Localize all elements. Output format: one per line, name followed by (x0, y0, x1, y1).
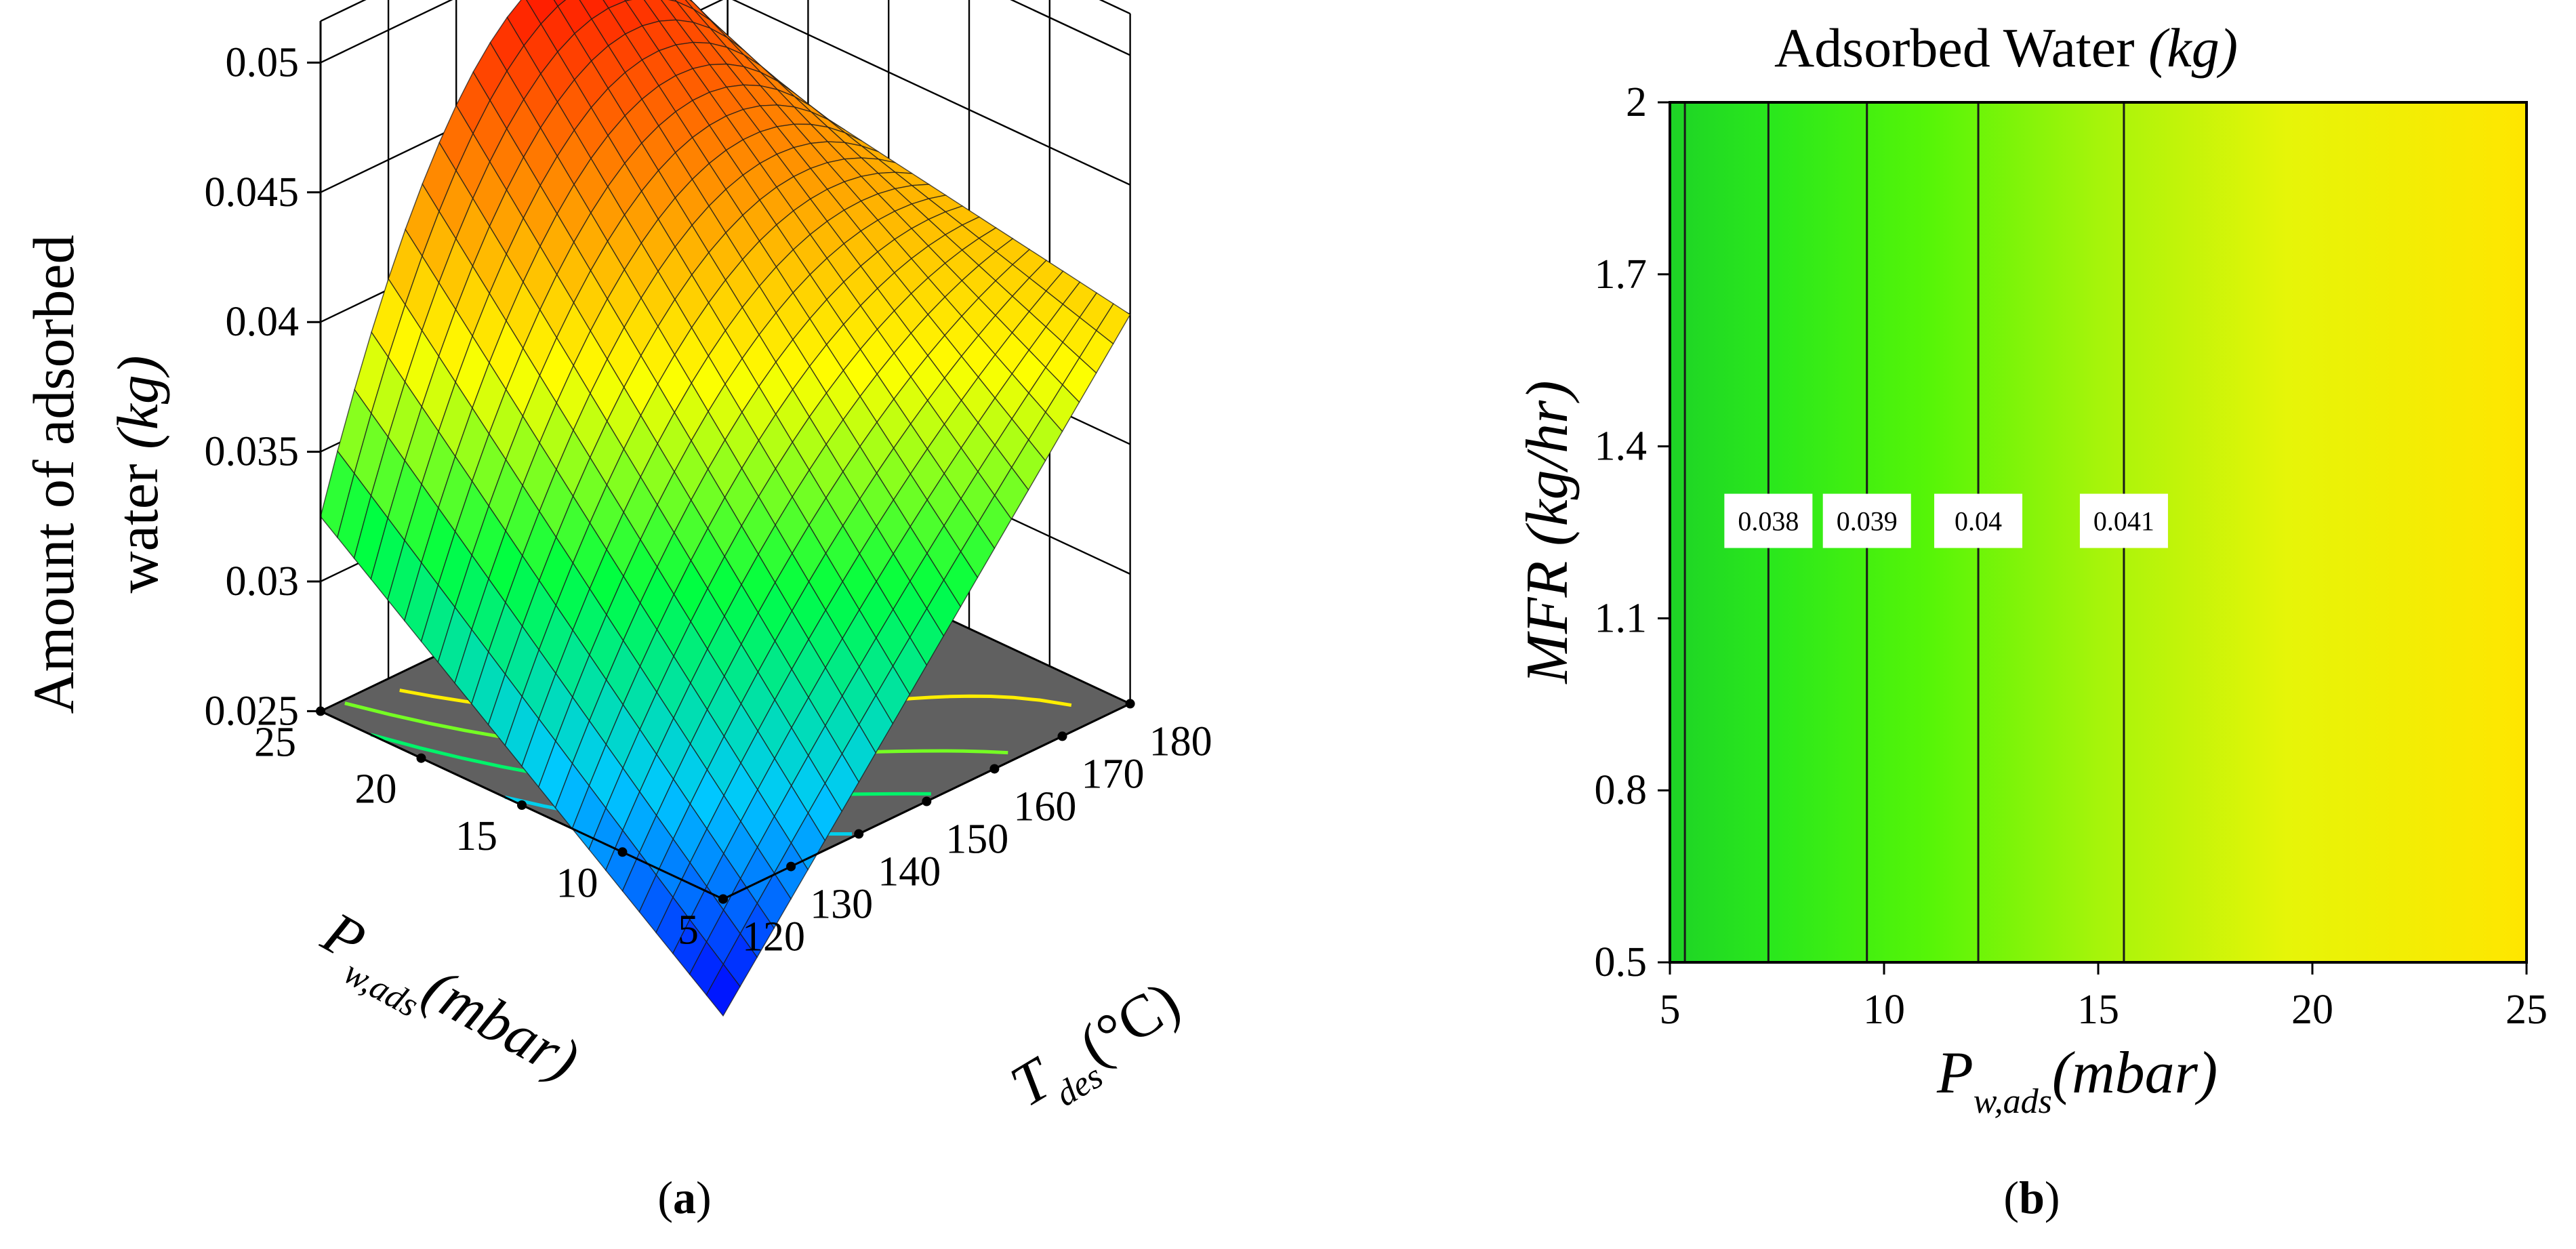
y-tick-label: 2 (1626, 79, 1647, 125)
t-tick-label: 120 (742, 914, 805, 960)
contour-title-unit: (kg) (2148, 17, 2238, 79)
contour-label: 0.041 (2093, 506, 2154, 537)
z-tick-label: 0.05 (226, 39, 300, 85)
caption-a-close: ) (696, 1172, 712, 1223)
t-tick-mark (1125, 699, 1135, 709)
surface-mesh-cell (706, 963, 741, 1017)
caption-a-letter: a (673, 1172, 696, 1223)
surface-mesh-cell (553, 0, 567, 7)
t-tick-label: 140 (878, 849, 941, 895)
contour-x-label: Pw,ads(mbar) (1936, 1040, 2217, 1121)
x-tick-label: 20 (2291, 987, 2333, 1033)
t-tick-label: 130 (810, 882, 873, 928)
contour-label: 0.038 (1738, 506, 1799, 537)
x-tick-label: 25 (2506, 987, 2548, 1033)
z-axis-label-text: water (105, 449, 170, 593)
x-tick-label: 5 (1660, 987, 1681, 1033)
caption-a-open: ( (657, 1172, 673, 1223)
contour-label-box (2079, 493, 2168, 548)
contour-x-unit: (mbar) (2052, 1040, 2217, 1106)
y-tick-label: 1.1 (1595, 595, 1648, 641)
p-tick-mark (316, 706, 325, 716)
t-tick-label: 160 (1013, 783, 1076, 830)
panel-b-contour: Adsorbed Water (kg) 0.038 0.039 0.04 0.041 … (1515, 17, 2548, 1223)
z-axis-label-line2: water (kg) (105, 356, 170, 594)
left-wall-horizontal-gridline (1010, 0, 1131, 56)
contour-label: 0.04 (1955, 506, 2002, 537)
p-tick-mark (617, 847, 628, 857)
contour-label-box (1822, 493, 1911, 548)
left-wall-horizontal-gridline (732, 0, 1131, 186)
t-tick-label: 180 (1149, 718, 1212, 764)
p-tick-label: 25 (254, 719, 296, 765)
p-tick-mark (517, 800, 527, 810)
panel-a-3d-surface: 0.025 0.03 0.035 0.04 0.045 0.05 5 10 15 20 25 12… (21, 0, 1212, 1223)
z-tick-label: 0.03 (226, 558, 300, 605)
t-tick-label: 150 (945, 817, 1008, 863)
p-tick-labels: 5 10 15 20 25 (254, 706, 728, 954)
response-surface (320, 0, 1131, 1017)
z-axis-label-unit: (kg) (105, 356, 170, 449)
z-tick-label: 0.035 (205, 429, 300, 475)
t-tick-label: 170 (1082, 751, 1145, 797)
contour-x-symbol: P (1936, 1040, 1974, 1106)
z-axis-label-line1: Amount of adsorbed (21, 235, 86, 714)
t-tick-mark (718, 894, 728, 904)
p-tick-label: 5 (678, 907, 699, 954)
t-tick-mark (854, 829, 864, 839)
z-tick-label: 0.04 (226, 299, 300, 345)
contour-y-label: MFR (kg/hr) (1515, 380, 1580, 684)
z-tick-label: 0.025 (205, 688, 300, 734)
caption-b: (b) (2003, 1172, 2060, 1223)
contour-title: Adsorbed Water (kg) (1774, 17, 2238, 79)
contour-label-box (1724, 493, 1813, 548)
x-axis-ticks: 5 10 15 20 25 (1660, 962, 2548, 1033)
x-tick-label: 10 (1863, 987, 1905, 1033)
contour-lines: 0.038 0.039 0.04 0.041 (1683, 102, 2168, 962)
caption-a: (a) (657, 1172, 711, 1223)
z-tick-label: 0.045 (205, 169, 300, 216)
t-tick-mark (786, 861, 796, 872)
contour-label: 0.039 (1837, 506, 1898, 537)
y-tick-label: 1.4 (1595, 424, 1648, 470)
p-tick-label: 10 (556, 860, 598, 906)
contour-label-box (1934, 493, 2023, 548)
t-tick-mark (1057, 731, 1067, 741)
x-tick-label: 15 (2077, 987, 2119, 1033)
caption-b-letter: b (2019, 1172, 2045, 1223)
p-tick-label: 20 (355, 766, 397, 813)
y-tick-label: 0.8 (1595, 767, 1648, 813)
caption-b-close: ) (2045, 1172, 2060, 1223)
p-tick-mark (416, 753, 426, 763)
t-tick-mark (922, 796, 932, 806)
y-tick-label: 0.5 (1595, 939, 1648, 985)
right-wall-horizontal-gridline (320, 0, 453, 64)
y-axis-ticks: 0.5 0.8 1.1 1.4 1.7 2 (1595, 79, 1670, 985)
y-tick-label: 1.7 (1595, 251, 1648, 298)
p-tick-label: 15 (455, 813, 497, 859)
caption-b-open: ( (2003, 1172, 2019, 1223)
t-tick-mark (989, 764, 1000, 774)
contour-title-text: Adsorbed Water (1774, 17, 2148, 79)
z-tick-labels: 0.025 0.03 0.035 0.04 0.045 0.05 (205, 39, 321, 734)
contour-x-subscript: w,ads (1974, 1082, 2052, 1121)
